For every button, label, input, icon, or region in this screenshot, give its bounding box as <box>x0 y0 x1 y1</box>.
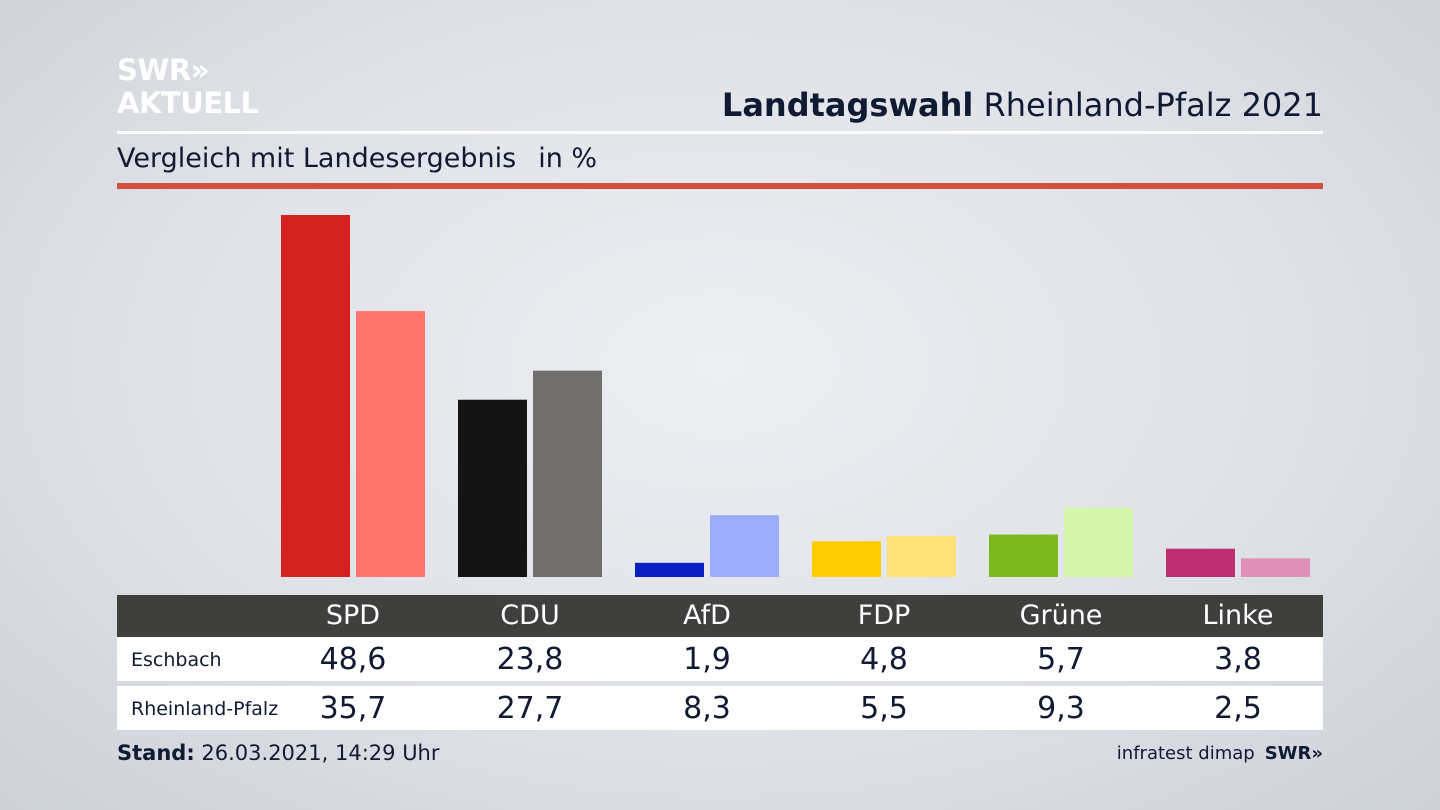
bar-fdp-local <box>812 541 881 577</box>
value-cell: 23,8 <box>496 642 564 677</box>
swr-brand-logo: SWR» <box>1264 743 1323 764</box>
bar-afd-state <box>710 515 779 577</box>
logo-line-2: AKTUELL <box>117 86 259 120</box>
value-cell: 2,5 <box>1214 691 1262 726</box>
logo-line-1: SWR» <box>117 53 209 87</box>
value-cell: 5,7 <box>1037 642 1085 677</box>
row-label: Eschbach <box>131 649 222 671</box>
chart-subtitle: Vergleich mit Landesergebnis in % <box>117 143 597 174</box>
header-cell-gruene: Grüne <box>1019 600 1103 631</box>
value-cell: 48,6 <box>319 642 387 677</box>
header-cell-spd: SPD <box>325 600 381 631</box>
source-label: infratest dimap <box>1116 743 1255 764</box>
stand-value: 26.03.2021, 14:29 Uhr <box>201 741 440 765</box>
value-cell: 35,7 <box>319 691 387 726</box>
header-cell-linke: Linke <box>1202 600 1274 631</box>
row-label: Rheinland-Pfalz <box>131 698 279 720</box>
header-cell-cdu: CDU <box>500 600 560 631</box>
bar-cdu-local <box>458 399 527 577</box>
source-credit: infratest dimap SWR» <box>1117 743 1323 764</box>
header-divider <box>117 131 1323 134</box>
header-cell-afd: AfD <box>683 600 731 631</box>
bar-spd-state <box>356 311 425 577</box>
accent-divider <box>117 183 1323 189</box>
page-title: Landtagswahl Rheinland-Pfalz 2021 <box>722 86 1323 124</box>
bar-afd-local <box>635 562 704 577</box>
bar-gruene-state <box>1064 507 1133 577</box>
value-cell: 3,8 <box>1214 642 1262 677</box>
bar-fdp-state <box>887 536 956 577</box>
value-cell: 5,5 <box>860 691 908 726</box>
table-header-row: SPD CDU AfD FDP Grüne Linke <box>117 595 1323 637</box>
value-cell: 9,3 <box>1037 691 1085 726</box>
bar-chart <box>281 215 1310 577</box>
bar-linke-state <box>1241 558 1310 577</box>
header-cell-fdp: FDP <box>857 600 911 631</box>
bar-cdu-state <box>533 370 602 577</box>
bar-linke-local <box>1166 548 1235 577</box>
bar-gruene-local <box>989 534 1058 577</box>
value-cell: 27,7 <box>496 691 564 726</box>
value-cell: 8,3 <box>683 691 731 726</box>
title-bold: Landtagswahl <box>721 86 974 124</box>
title-rest: Rheinland-Pfalz 2021 <box>983 86 1323 124</box>
swr-aktuell-logo: SWR» AKTUELL <box>117 54 259 120</box>
timestamp: Stand: 26.03.2021, 14:29 Uhr <box>117 741 440 765</box>
unit-label: in % <box>538 143 598 174</box>
subtitle-text: Vergleich mit Landesergebnis <box>117 143 517 174</box>
results-table: SPD CDU AfD FDP Grüne Linke Eschbach 48,… <box>117 595 1323 730</box>
table-row: Eschbach 48,6 23,8 1,9 4,8 5,7 3,8 <box>117 637 1323 681</box>
value-cell: 4,8 <box>860 642 908 677</box>
value-cell: 1,9 <box>683 642 731 677</box>
table-row: Rheinland-Pfalz 35,7 27,7 8,3 5,5 9,3 2,… <box>117 686 1323 730</box>
bar-spd-local <box>281 215 350 577</box>
stand-label: Stand: <box>117 741 195 765</box>
